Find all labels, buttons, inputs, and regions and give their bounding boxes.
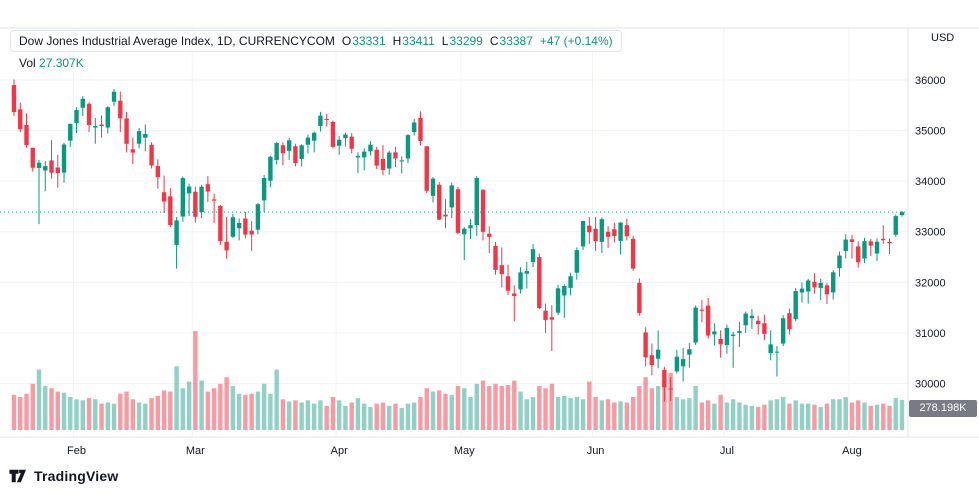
time-tick-label: May bbox=[454, 445, 475, 457]
ohlc-high-label: H bbox=[392, 34, 402, 48]
ohlc-open-value: 33331 bbox=[352, 34, 386, 48]
ohlc-low-value: 33299 bbox=[449, 34, 483, 48]
brand-text[interactable]: TradingView bbox=[34, 468, 119, 484]
tradingview-logo-icon[interactable] bbox=[8, 468, 28, 484]
price-tick-label: 32000 bbox=[915, 277, 946, 289]
ohlc-open: O 33331 bbox=[342, 34, 386, 48]
symbol-title[interactable]: Dow Jones Industrial Average Index, 1D, … bbox=[19, 34, 335, 48]
ohlc-low: L 33299 bbox=[442, 34, 483, 48]
volume-axis-badge: 278.198K bbox=[909, 400, 977, 417]
footer: TradingView bbox=[8, 468, 118, 484]
time-tick-label: Jul bbox=[720, 445, 734, 457]
time-tick-label: Feb bbox=[67, 445, 86, 457]
price-tick-label: 35000 bbox=[915, 126, 946, 138]
volume-row: Vol 27.307K bbox=[19, 56, 622, 70]
price-tick-label: 33000 bbox=[915, 227, 946, 239]
gridlines-layer bbox=[0, 28, 908, 437]
time-tick-label: Apr bbox=[331, 445, 348, 457]
volume-value: 27.307K bbox=[39, 56, 84, 70]
legend-symbol-row[interactable]: Dow Jones Industrial Average Index, 1D, … bbox=[10, 30, 622, 52]
change-value: +47 (+0.14%) bbox=[539, 34, 613, 48]
volume-layer bbox=[11, 331, 905, 430]
time-tick-label: Aug bbox=[842, 445, 862, 457]
ohlc-high-value: 33411 bbox=[402, 34, 435, 48]
price-tick-label: 31000 bbox=[915, 328, 946, 340]
ohlc-open-label: O bbox=[341, 34, 352, 48]
volume-label: Vol bbox=[19, 56, 36, 70]
price-tick-label: 36000 bbox=[915, 75, 946, 87]
legend: Dow Jones Industrial Average Index, 1D, … bbox=[10, 30, 622, 70]
candles-layer bbox=[11, 79, 905, 402]
ohlc-low-label: L bbox=[441, 34, 449, 48]
ohlc-close-label: C bbox=[489, 34, 499, 48]
ohlc-close: C 33387 bbox=[490, 34, 533, 48]
price-tick-label: 34000 bbox=[915, 176, 946, 188]
currency-label: USD bbox=[931, 32, 955, 44]
axis-layer: 30000 31000 32000 33000 34000 35000 36000 Feb Ma… bbox=[0, 27, 979, 457]
time-tick-label: Mar bbox=[186, 445, 205, 457]
ohlc-high: H 33411 bbox=[393, 34, 435, 48]
time-tick-label: Jun bbox=[587, 445, 605, 457]
price-tick-label: 30000 bbox=[915, 378, 946, 390]
ohlc-close-value: 33387 bbox=[499, 34, 533, 48]
